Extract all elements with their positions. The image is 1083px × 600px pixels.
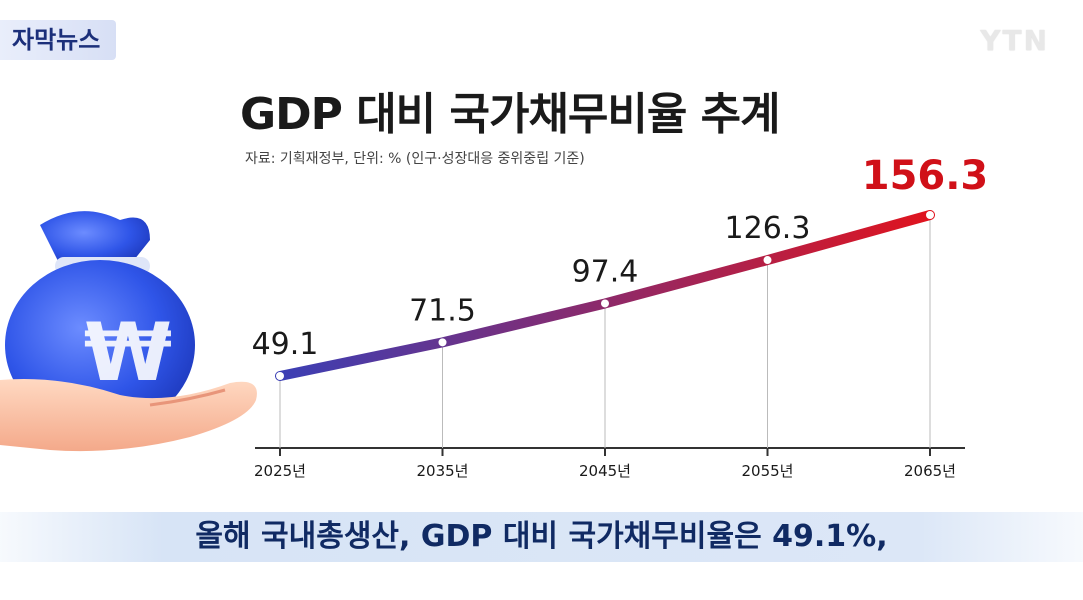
data-label: 71.5 bbox=[409, 293, 476, 328]
subtitle-caption: 올해 국내총생산, GDP 대비 국가채무비율은 49.1%, bbox=[195, 519, 888, 554]
data-point bbox=[276, 372, 284, 380]
news-tag: 자막뉴스 bbox=[0, 20, 117, 60]
money-bag-illustration: ₩ bbox=[0, 211, 257, 452]
x-tick-label: 2055년 bbox=[742, 462, 794, 480]
data-point bbox=[763, 256, 772, 265]
channel-logo: YTN bbox=[980, 24, 1049, 57]
svg-text:₩: ₩ bbox=[84, 306, 172, 399]
data-label: 97.4 bbox=[572, 254, 639, 289]
data-label: 49.1 bbox=[252, 327, 319, 362]
caption-bar bbox=[0, 512, 1083, 562]
data-label: 156.3 bbox=[862, 153, 989, 199]
data-point bbox=[926, 211, 934, 219]
data-point bbox=[438, 338, 447, 347]
data-label: 126.3 bbox=[725, 211, 811, 246]
data-point bbox=[601, 299, 609, 308]
chart-title: GDP 대비 국가채무비율 추계 bbox=[240, 89, 781, 140]
x-tick-label: 2025년 bbox=[254, 462, 306, 480]
x-tick-label: 2045년 bbox=[579, 462, 631, 480]
chart-source: 자료: 기획재정부, 단위: % (인구·성장대응 중위중립 기준) bbox=[245, 151, 585, 167]
x-tick-label: 2035년 bbox=[417, 462, 469, 480]
x-tick-label: 2065년 bbox=[904, 462, 956, 480]
